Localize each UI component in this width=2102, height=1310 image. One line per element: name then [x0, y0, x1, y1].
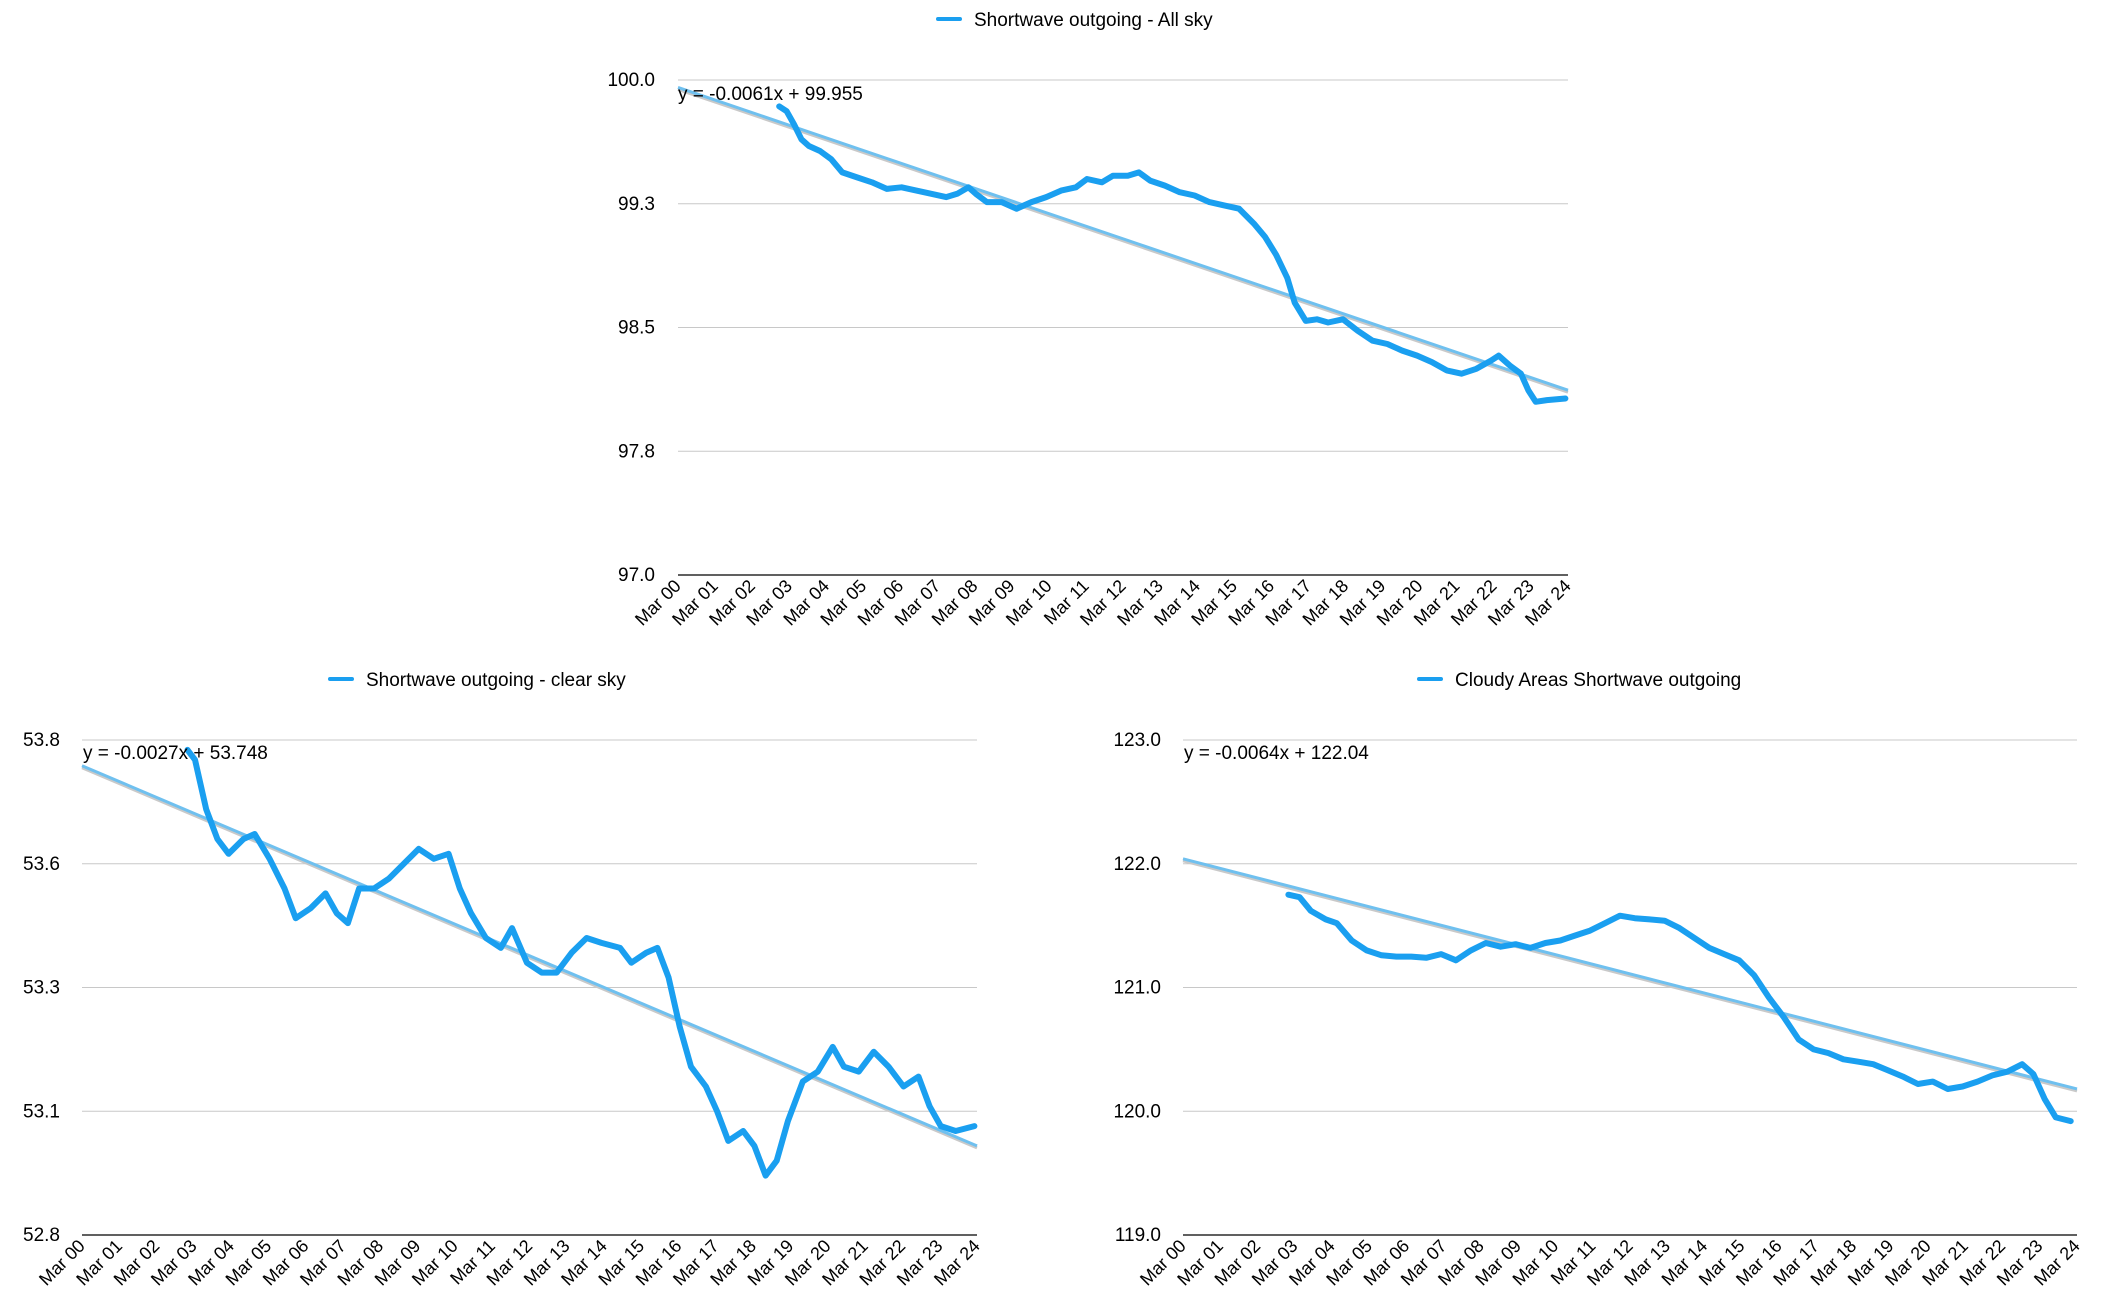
y-tick-label: 119.0 — [1115, 1225, 1161, 1246]
trendline-shadow — [677, 88, 1569, 394]
legend: Shortwave outgoing - clear sky — [328, 670, 626, 691]
y-tick-label: 53.1 — [23, 1101, 60, 1122]
y-tick-label: 121.0 — [1113, 978, 1161, 999]
legend-label: Shortwave outgoing - clear sky — [366, 670, 626, 691]
trendline — [677, 86, 1569, 392]
y-tick-label: 52.8 — [23, 1225, 60, 1246]
y-tick-label: 122.0 — [1113, 854, 1161, 875]
series-line — [1285, 891, 2074, 1125]
y-tick-label: 97.8 — [618, 441, 655, 462]
y-tick-label: 123.0 — [1113, 730, 1161, 751]
y-tick-label: 98.5 — [618, 318, 655, 339]
series-line — [184, 746, 978, 1179]
trendline-shadow — [1182, 859, 2078, 1093]
y-tick-label: 53.6 — [23, 854, 60, 875]
trendline — [81, 764, 978, 1148]
legend: Shortwave outgoing - All sky — [936, 10, 1213, 31]
trendline-shadow — [81, 766, 978, 1150]
y-tick-label: 53.8 — [23, 730, 60, 751]
trendline — [1182, 857, 2078, 1091]
y-tick-label: 99.3 — [618, 194, 655, 215]
y-tick-label: 100.0 — [607, 70, 655, 91]
trendline-equation: y = -0.0064x + 122.04 — [1184, 743, 1369, 764]
chart-2: Shortwave outgoing - clear sky 53.8 53.6 53… — [23, 670, 984, 1289]
trendline-equation: y = -0.0061x + 99.955 — [678, 84, 863, 105]
chart-3: Cloudy Areas Shortwave outgoing 123.0 122.… — [1113, 670, 2083, 1289]
legend: Cloudy Areas Shortwave outgoing — [1417, 670, 1741, 691]
y-tick-label: 120.0 — [1113, 1101, 1161, 1122]
series-line — [776, 103, 1569, 405]
legend-label: Cloudy Areas Shortwave outgoing — [1455, 670, 1741, 691]
y-tick-label: 53.3 — [23, 978, 60, 999]
trendline-equation: y = -0.0027x + 53.748 — [83, 743, 268, 764]
chart-1: Shortwave outgoing - All sky 100.0 99.3 98.… — [607, 10, 1574, 629]
y-tick-label: 97.0 — [618, 565, 655, 586]
legend-label: Shortwave outgoing - All sky — [974, 10, 1213, 31]
